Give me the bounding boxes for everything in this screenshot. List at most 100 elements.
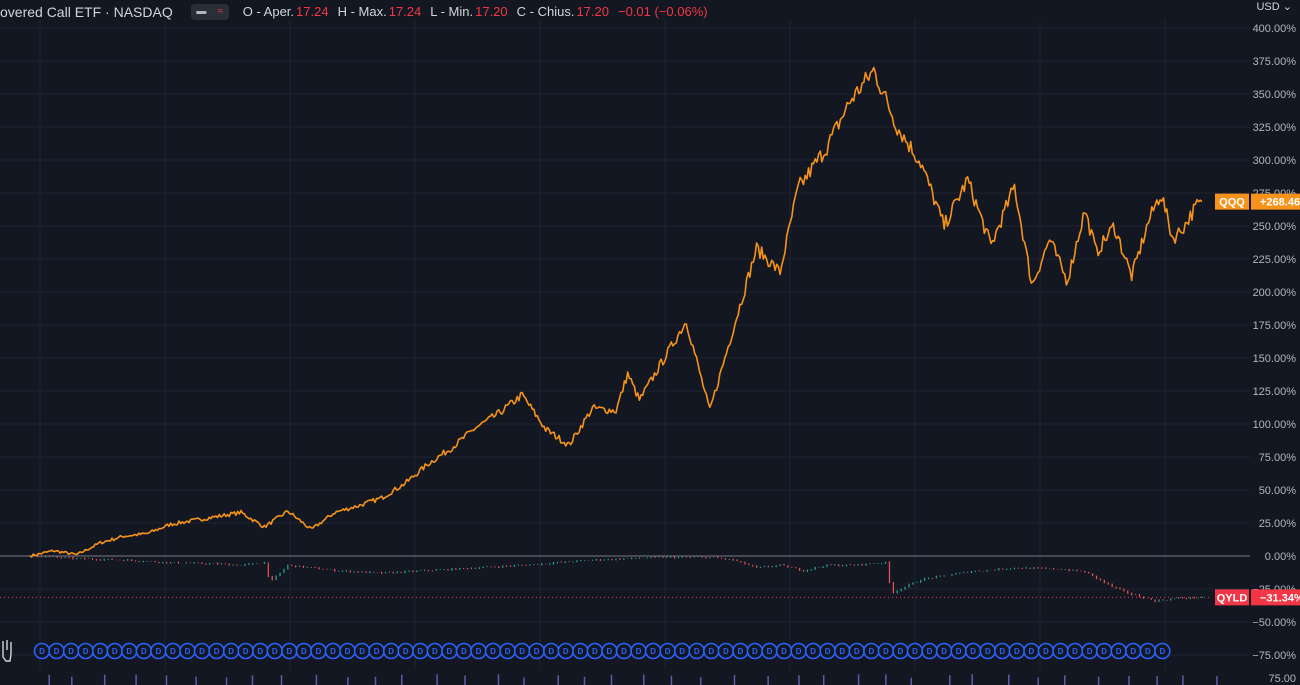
y-tick-label: 25.00% bbox=[1259, 518, 1297, 530]
y-tick-label: 175.00% bbox=[1253, 320, 1297, 332]
dividend-marker-label: D bbox=[490, 647, 496, 656]
dividend-marker-label: D bbox=[694, 647, 700, 656]
dividend-marker-label: D bbox=[476, 647, 482, 656]
y-tick-label: −50.00% bbox=[1252, 617, 1296, 629]
dividend-marker-label: D bbox=[519, 647, 525, 656]
dividend-marker-label: D bbox=[708, 647, 714, 656]
series-name-tag bbox=[1215, 193, 1249, 210]
open-value: 17.24 bbox=[296, 4, 329, 19]
dividend-marker-label: D bbox=[286, 647, 292, 656]
dividend-marker-label: D bbox=[330, 647, 336, 656]
y-tick-label: 125.00% bbox=[1253, 386, 1297, 398]
wave-icon[interactable]: ≈ bbox=[217, 6, 224, 17]
dividend-marker-label: D bbox=[854, 647, 860, 656]
dividend-marker-label: D bbox=[723, 647, 729, 656]
dividend-marker-label: D bbox=[912, 647, 918, 656]
dividend-marker-label: D bbox=[374, 647, 380, 656]
series-value-tag bbox=[1251, 193, 1300, 210]
dividend-marker-label: D bbox=[1116, 647, 1122, 656]
change-value: −0.01 (−0.06%) bbox=[618, 4, 708, 19]
dividend-marker[interactable] bbox=[1154, 642, 1171, 660]
dividend-marker-label: D bbox=[621, 647, 627, 656]
series-name-label: QYLD bbox=[1217, 592, 1248, 604]
dividend-marker-label: D bbox=[243, 647, 249, 656]
high-value: 17.24 bbox=[388, 4, 422, 19]
dividend-marker-label: D bbox=[272, 647, 278, 656]
hand-tool-icon[interactable] bbox=[2, 640, 12, 662]
dividend-marker-label: D bbox=[39, 647, 45, 656]
dividend-marker-label: D bbox=[767, 647, 773, 656]
dividend-marker-label: D bbox=[548, 647, 554, 656]
dividend-marker-label: D bbox=[665, 647, 671, 656]
y-tick-label: 400.00% bbox=[1253, 23, 1297, 35]
legend-controls[interactable]: ▬ ≈ bbox=[190, 3, 229, 20]
cursor-tool[interactable] bbox=[2, 640, 12, 662]
dividend-marker-label: D bbox=[228, 647, 234, 656]
dividend-marker-label: D bbox=[214, 647, 220, 656]
y-tick-label: 100.00% bbox=[1253, 419, 1297, 431]
dividend-marker-label: D bbox=[810, 647, 816, 656]
dividend-marker-label: D bbox=[432, 647, 438, 656]
dividend-marker-label: D bbox=[461, 647, 467, 656]
chevron-down-icon: ⌄ bbox=[1282, 1, 1292, 13]
dividend-marker-label: D bbox=[679, 647, 685, 656]
y-tick-label: 75.00 bbox=[1268, 673, 1296, 685]
dividend-marker-label: D bbox=[68, 647, 74, 656]
dividend-marker-label: D bbox=[927, 647, 933, 656]
dividend-marker-label: D bbox=[417, 647, 423, 656]
open-label: O - Aper. bbox=[242, 4, 295, 19]
dividend-marker-label: D bbox=[345, 647, 351, 656]
price-axis[interactable]: 400.00%375.00%350.00%325.00%300.00%275.0… bbox=[1252, 23, 1296, 685]
dividend-marker-label: D bbox=[403, 647, 409, 656]
dividend-marker-label: D bbox=[447, 647, 453, 656]
series-value-label: −31.34% bbox=[1260, 592, 1300, 604]
dividend-marker-label: D bbox=[54, 647, 60, 656]
close-label: C - Chius. bbox=[516, 4, 575, 19]
dividend-marker-label: D bbox=[898, 647, 904, 656]
dividend-marker-label: D bbox=[199, 647, 205, 656]
dividend-marker-label: D bbox=[83, 647, 89, 656]
dividend-marker-label: D bbox=[970, 647, 976, 656]
dividend-marker-label: D bbox=[1101, 647, 1107, 656]
y-tick-label: 250.00% bbox=[1253, 221, 1297, 233]
dividend-marker-label: D bbox=[825, 647, 831, 656]
symbol-title[interactable]: overed Call ETF · NASDAQ bbox=[0, 3, 173, 20]
y-tick-label: 300.00% bbox=[1253, 155, 1297, 167]
dividend-marker-label: D bbox=[170, 647, 176, 656]
dividend-marker-label: D bbox=[636, 647, 642, 656]
dividend-marker-label: D bbox=[577, 647, 583, 656]
dividend-marker-label: D bbox=[257, 647, 263, 656]
dividend-marker-label: D bbox=[141, 647, 147, 656]
y-tick-label: 375.00% bbox=[1253, 56, 1297, 68]
qqq-line bbox=[29, 66, 1203, 558]
currency-selector[interactable]: USD ⌄ bbox=[1256, 0, 1292, 13]
dividend-marker-label: D bbox=[1145, 647, 1151, 656]
dividend-marker-label: D bbox=[359, 647, 365, 656]
series-value-label: +268.46% bbox=[1260, 197, 1300, 209]
dividend-marker-label: D bbox=[301, 647, 307, 656]
y-tick-label: 200.00% bbox=[1253, 287, 1297, 299]
qqq-series bbox=[29, 66, 1203, 558]
grid-lines bbox=[0, 20, 1250, 670]
y-tick-label: 225.00% bbox=[1253, 254, 1297, 266]
dividend-marker-label: D bbox=[592, 647, 598, 656]
eye-icon[interactable]: ▬ bbox=[196, 6, 207, 17]
dividend-marker-label: D bbox=[1130, 647, 1136, 656]
y-tick-label: 350.00% bbox=[1253, 89, 1297, 101]
qyld-series bbox=[29, 555, 1203, 603]
dividend-marker-label: D bbox=[839, 647, 845, 656]
y-tick-label: 75.00% bbox=[1259, 452, 1297, 464]
dividend-marker-label: D bbox=[1014, 647, 1020, 656]
dividend-marker-label: D bbox=[1159, 647, 1165, 656]
series-name-label: QQQ bbox=[1219, 197, 1245, 209]
y-tick-label: −75.00% bbox=[1252, 650, 1296, 662]
y-tick-label: 0.00% bbox=[1265, 551, 1296, 563]
y-tick-label: 325.00% bbox=[1253, 122, 1297, 134]
dividend-marker-label: D bbox=[388, 647, 394, 656]
dividend-marker-label: D bbox=[752, 647, 758, 656]
series-name-tag bbox=[1215, 589, 1249, 606]
dividend-marker-label: D bbox=[316, 647, 322, 656]
dividend-marker-label: D bbox=[185, 647, 191, 656]
dividend-marker-label: D bbox=[650, 647, 656, 656]
